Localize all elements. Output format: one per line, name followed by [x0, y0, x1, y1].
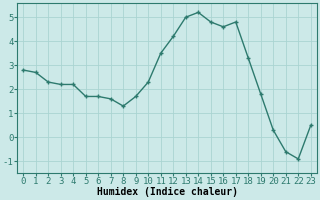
X-axis label: Humidex (Indice chaleur): Humidex (Indice chaleur) [97, 187, 237, 197]
